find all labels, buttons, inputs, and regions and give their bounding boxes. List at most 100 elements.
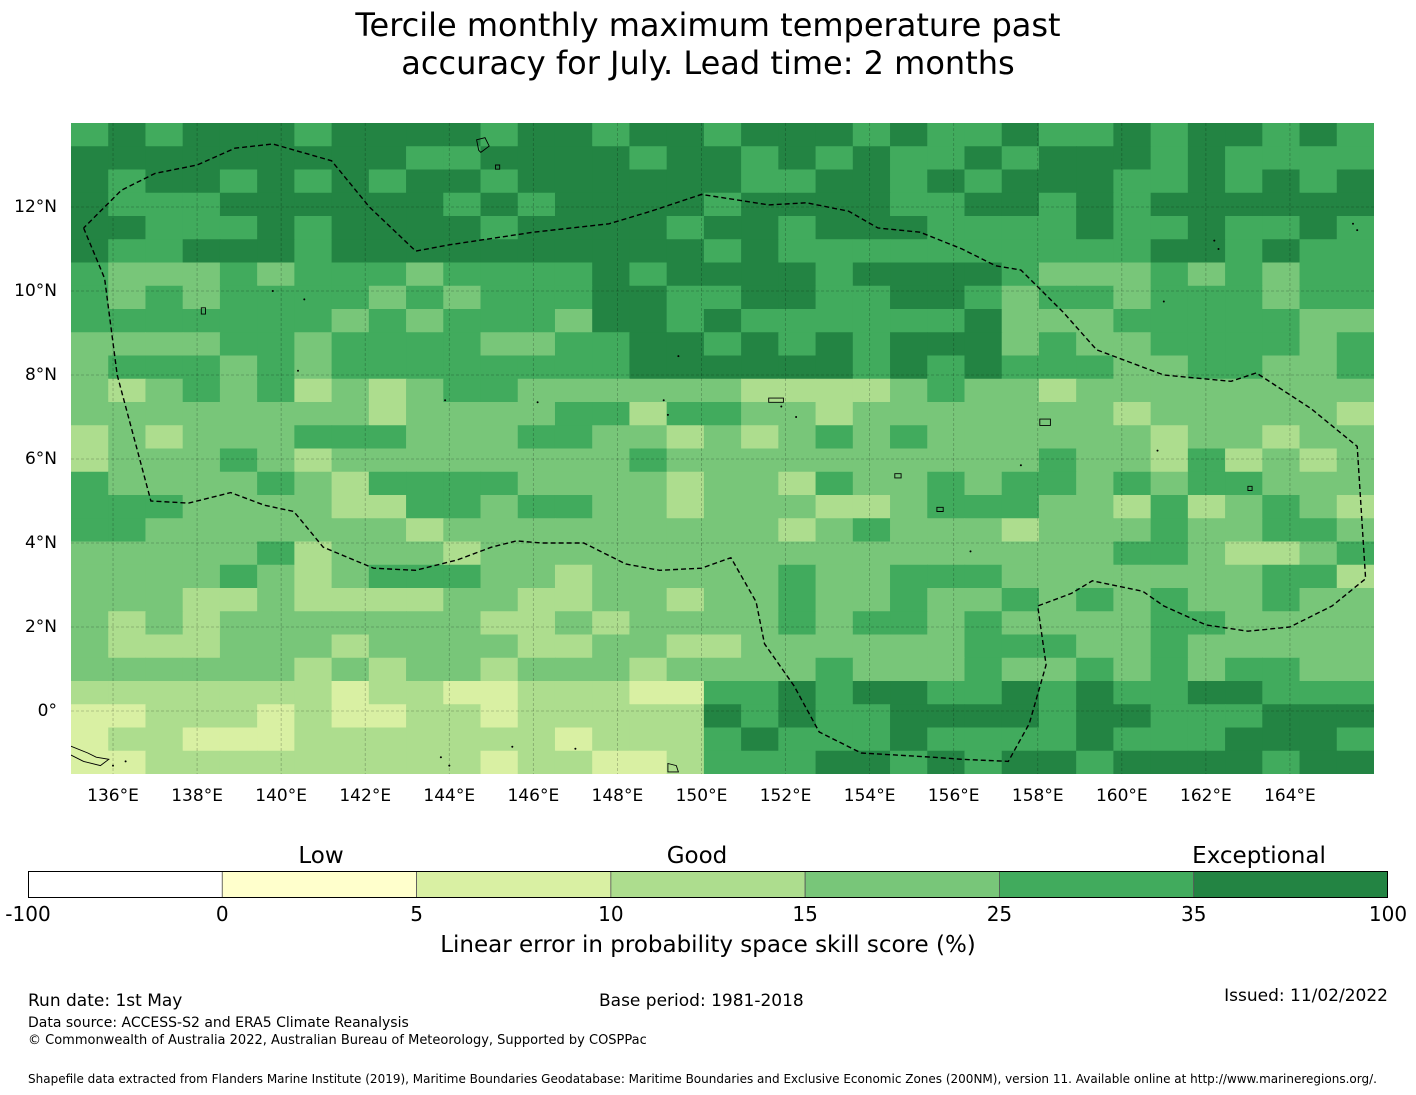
- grid-cell: [331, 681, 370, 705]
- grid-cell: [182, 704, 221, 729]
- colorbar-segment: [27, 871, 223, 898]
- grid-cell: [852, 146, 891, 171]
- grid-cell: [71, 541, 109, 566]
- grid-cell: [741, 727, 779, 752]
- grid-cell: [480, 239, 519, 264]
- grid-cell: [741, 262, 779, 287]
- islet: [1356, 229, 1359, 232]
- grid-cell: [1076, 681, 1114, 705]
- grid-cell: [890, 495, 928, 519]
- grid-cell: [890, 611, 928, 636]
- grid-cell: [294, 611, 333, 636]
- grid-cell: [666, 495, 705, 519]
- grid-cell: [1262, 355, 1301, 380]
- grid-cell: [852, 448, 891, 473]
- grid-cell: [852, 634, 891, 659]
- grid-cell: [1038, 681, 1077, 705]
- grid-cell: [406, 518, 444, 543]
- grid-cell: [890, 285, 928, 310]
- grid-cell: [1076, 518, 1114, 543]
- grid-cell: [741, 309, 779, 333]
- grid-cell: [778, 541, 817, 566]
- grid-cell: [443, 378, 482, 403]
- grid-cell: [182, 355, 221, 380]
- grid-cell: [145, 518, 184, 543]
- grid-cell: [145, 495, 184, 519]
- grid-cell: [294, 471, 333, 496]
- grid-cell: [71, 192, 109, 217]
- grid-cell: [182, 611, 221, 636]
- grid-cell: [1187, 541, 1226, 566]
- grid-cell: [1187, 332, 1226, 357]
- grid-cell: [517, 704, 556, 729]
- grid-cell: [1225, 750, 1263, 774]
- grid-cell: [480, 634, 519, 659]
- grid-cell: [554, 657, 593, 682]
- island-outline: [200, 307, 206, 315]
- grid-cell: [1299, 309, 1338, 333]
- grid-cell: [443, 285, 482, 310]
- grid-cell: [741, 704, 779, 729]
- grid-cell: [257, 216, 295, 240]
- grid-cell: [741, 402, 779, 426]
- grid-cell: [1113, 169, 1152, 194]
- grid-cell: [1001, 611, 1040, 636]
- map-canvas: [71, 123, 1374, 774]
- grid-cell: [219, 704, 258, 729]
- grid-cell: [703, 681, 742, 705]
- grid-cell: [592, 123, 631, 147]
- grid-cell: [1299, 750, 1338, 774]
- grid-cell: [629, 239, 668, 264]
- grid-cell: [182, 750, 221, 774]
- grid-cell: [108, 355, 147, 380]
- x-tick-label: 144°E: [423, 786, 476, 806]
- grid-cell: [71, 216, 109, 240]
- grid-cell: [257, 309, 295, 333]
- grid-cell: [890, 448, 928, 473]
- islet: [1156, 449, 1159, 452]
- grid-cell: [629, 402, 668, 426]
- grid-cell: [815, 471, 854, 496]
- grid-cell: [629, 681, 668, 705]
- grid-cell: [517, 285, 556, 310]
- grid-cell: [517, 495, 556, 519]
- grid-cell: [964, 285, 1003, 310]
- grid-cell: [554, 192, 593, 217]
- grid-cell: [294, 216, 333, 240]
- grid-cell: [592, 657, 631, 682]
- grid-cell: [778, 378, 817, 403]
- grid-cell: [1262, 146, 1301, 171]
- grid-cell: [1187, 518, 1226, 543]
- grid-cell: [331, 657, 370, 682]
- grid-cell: [703, 332, 742, 357]
- grid-cell: [778, 262, 817, 287]
- grid-cell: [554, 332, 593, 357]
- grid-cell: [554, 262, 593, 287]
- grid-cell: [368, 588, 407, 612]
- grid-cell: [331, 471, 370, 496]
- grid-cell: [406, 495, 444, 519]
- grid-cell: [406, 448, 444, 473]
- grid-cell: [108, 541, 147, 566]
- islet: [536, 401, 539, 404]
- grid-cell: [257, 564, 295, 589]
- grid-cell: [1336, 704, 1374, 729]
- grid-cell: [964, 192, 1003, 217]
- grid-cell: [964, 402, 1003, 426]
- grid-cell: [1150, 634, 1189, 659]
- grid-cell: [182, 309, 221, 333]
- grid-cell: [443, 588, 482, 612]
- grid-cell: [778, 588, 817, 612]
- grid-cell: [592, 309, 631, 333]
- grid-cell: [257, 169, 295, 194]
- islet: [574, 747, 577, 750]
- grid-cell: [629, 378, 668, 403]
- grid-cell: [182, 588, 221, 612]
- grid-cell: [1001, 192, 1040, 217]
- grid-cell: [219, 471, 258, 496]
- grid-cell: [1113, 681, 1152, 705]
- grid-cell: [778, 425, 817, 450]
- grid-cell: [592, 681, 631, 705]
- grid-cell: [331, 146, 370, 171]
- grid-cell: [443, 564, 482, 589]
